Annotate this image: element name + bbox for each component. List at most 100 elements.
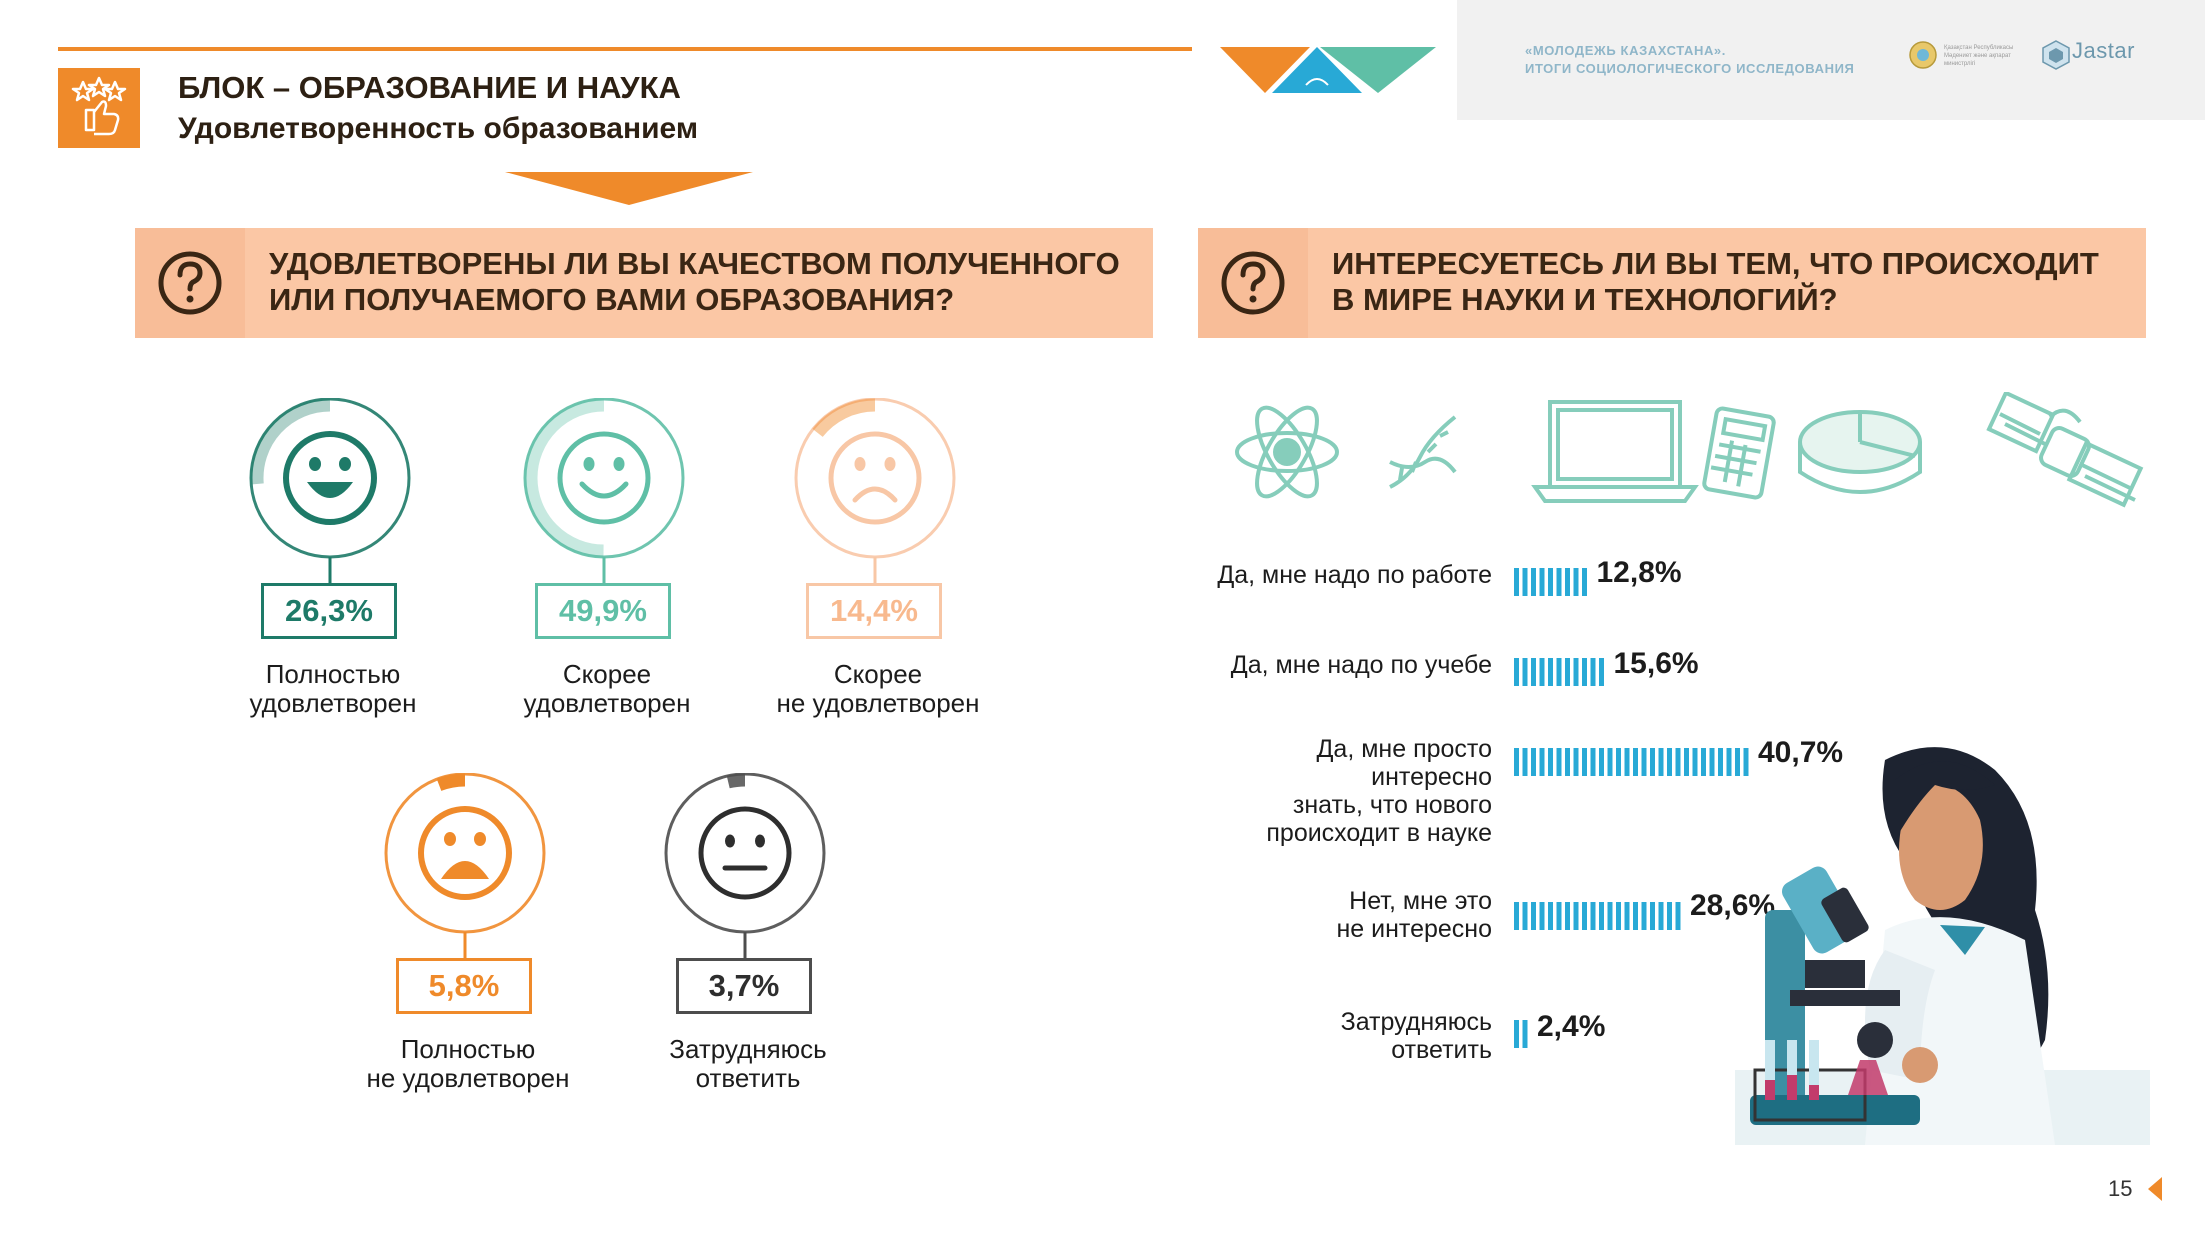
bar-segment	[1616, 902, 1621, 930]
bar-segment	[1624, 902, 1630, 930]
bar-label-line: происходит в науке	[1266, 819, 1492, 847]
bar-segment	[1565, 568, 1570, 596]
bar-segment	[1531, 568, 1536, 596]
bar-label-line: интересно	[1371, 763, 1492, 791]
bar-segment	[1641, 902, 1647, 930]
percentage-box: 3,7%	[676, 958, 812, 1014]
bar-segment	[1624, 748, 1630, 776]
laptop-icon	[1531, 400, 1699, 503]
bar-segment	[1522, 568, 1528, 596]
answer-label: Скорее удовлетворен	[462, 660, 752, 718]
gauge-graphic	[664, 773, 826, 958]
satellite-icon	[1986, 392, 2144, 508]
bar-segment	[1590, 902, 1596, 930]
bar-label: Да, мне надо по работе	[1152, 561, 1492, 589]
brand-line: Итоги социологического исследования	[1525, 61, 1855, 76]
bar-segment	[1522, 902, 1528, 930]
answer-label-line: удовлетворен	[523, 688, 691, 718]
bar-label-line: знать, что нового	[1292, 791, 1492, 819]
percentage-box: 49,9%	[535, 583, 671, 639]
bar-segment	[1556, 568, 1562, 596]
bar-label-line: Нет, мне это	[1349, 887, 1492, 915]
answer-label: Скорее не удовлетворен	[733, 660, 1023, 718]
bar-segment	[1565, 658, 1570, 686]
question-mark-icon	[1221, 251, 1285, 315]
ministry-caption: Қазақстан Республикасы Мәдениет және ақп…	[1944, 45, 2014, 67]
bar-segment	[1675, 902, 1681, 930]
answer-label-line: не удовлетворен	[776, 688, 980, 718]
page-number: 15	[2108, 1176, 2133, 1201]
bar-value-label: 28,6%	[1690, 889, 1776, 922]
question-mark-icon	[158, 251, 222, 315]
bar-segment	[1599, 748, 1604, 776]
bar-segment	[1531, 658, 1536, 686]
bar-segment	[1514, 1020, 1519, 1048]
bar-segment	[1522, 748, 1528, 776]
survey-brand-text: «Молодежь Казахстана». Итоги социологиче…	[1525, 42, 1905, 78]
bar-segment	[1633, 902, 1638, 930]
answer-label: Полностью удовлетворен	[188, 660, 478, 718]
bar-segment	[1641, 748, 1647, 776]
bar-segment	[1531, 902, 1536, 930]
bar	[1514, 1020, 1528, 1048]
question-text: Интересуетесь ли вы тем, что происходит …	[1332, 246, 2099, 318]
answer-label-line: не удовлетворен	[366, 1063, 570, 1093]
bar-segment	[1599, 902, 1604, 930]
bar-segment	[1667, 902, 1672, 930]
bar	[1514, 568, 1587, 596]
brand-line: «Молодежь Казахстана».	[1525, 43, 1726, 58]
bar-segment	[1565, 748, 1570, 776]
bar-segment	[1539, 658, 1545, 686]
bar-segment	[1582, 748, 1587, 776]
bar-label-line: ответить	[1391, 1036, 1492, 1064]
laughing-face-icon	[283, 431, 377, 525]
bar-segment	[1573, 748, 1579, 776]
bar-segment	[1548, 568, 1553, 596]
bar-segment	[1692, 748, 1698, 776]
bar-segment	[1658, 902, 1664, 930]
question-banner-science: Интересуетесь ли вы тем, что происходит …	[1198, 228, 2146, 338]
bar	[1514, 902, 1681, 930]
bar-segment	[1573, 658, 1579, 686]
bar-label: Да, мне просто интересно знать, что ново…	[1152, 735, 1492, 847]
bar-segment	[1718, 748, 1723, 776]
bar-segment	[1582, 568, 1587, 596]
question-text: Удовлетворены ли вы качеством полученног…	[269, 246, 1120, 318]
answer-label-line: Скорее	[562, 659, 652, 689]
bar-segment	[1556, 658, 1562, 686]
gauge-graphic	[249, 398, 411, 583]
bar-segment	[1650, 748, 1655, 776]
bar-segment	[1684, 748, 1689, 776]
bar-segment	[1548, 658, 1553, 686]
question-icon-box	[135, 228, 245, 338]
bar-segment	[1565, 902, 1570, 930]
answer-label-line: Скорее	[833, 659, 923, 689]
percentage-box: 26,3%	[261, 583, 397, 639]
smiling-face-icon	[557, 431, 651, 525]
bar-segment	[1514, 658, 1519, 686]
bar-segment	[1514, 902, 1519, 930]
question-line: Удовлетворены ли вы качеством полученног…	[269, 246, 1120, 281]
state-emblem-icon	[1909, 41, 1937, 69]
percentage-box: 5,8%	[396, 958, 532, 1014]
gauge-graphic	[523, 398, 685, 583]
atom-icon	[1235, 405, 1339, 499]
thumbs-up-stars-icon	[71, 76, 127, 136]
bar-segment	[1616, 748, 1621, 776]
bar-label-line: Затрудняюсь	[1340, 1008, 1492, 1036]
bar-label-line: Да, мне просто	[1316, 735, 1493, 763]
bar-segment	[1514, 568, 1519, 596]
interest-bars	[1514, 568, 1749, 1048]
bar	[1514, 658, 1604, 686]
question-line: или получаемого вами образования?	[269, 282, 955, 317]
frowning-face-icon	[828, 431, 922, 525]
bar-label: Нет, мне это не интересно	[1152, 887, 1492, 943]
answer-label-line: Затрудняюсь	[669, 1034, 827, 1064]
bar-segment	[1735, 748, 1740, 776]
brand-panel	[1457, 0, 2205, 120]
bar-segment	[1607, 902, 1613, 930]
bar-label: Затрудняюсь ответить	[1152, 1008, 1492, 1064]
question-line: Интересуетесь ли вы тем, что происходит	[1332, 246, 2099, 281]
scientist-with-microscope-illustration	[1735, 747, 2150, 1145]
bar-segment	[1539, 748, 1545, 776]
